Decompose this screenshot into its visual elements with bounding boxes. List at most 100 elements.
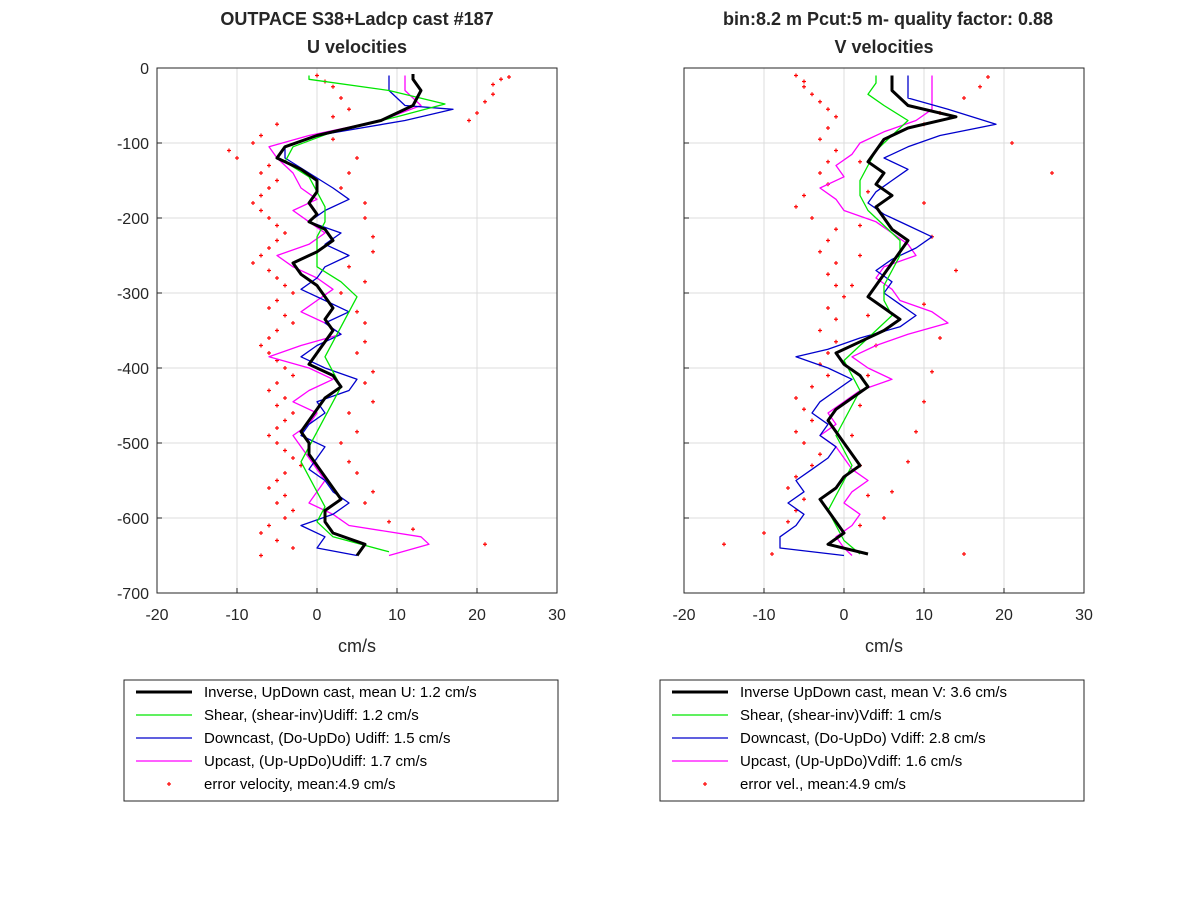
u-shear-line: [284, 75, 446, 553]
v-error-velocity-point: [802, 497, 806, 502]
u-error-velocity-point: [251, 261, 255, 265]
v-error-velocity-point: [826, 272, 830, 277]
v-error-velocity-point: [834, 227, 838, 232]
u-error-velocity-point: [291, 456, 295, 460]
u-error-velocity-point: [467, 118, 471, 123]
u-error-velocity-point: [267, 486, 271, 490]
u-error-velocity-point: [235, 156, 239, 160]
u-error-velocity-point: [355, 429, 359, 434]
v-error-velocity-point: [922, 201, 926, 205]
u-error-velocity-point: [275, 298, 279, 303]
u-error-velocity-point: [259, 343, 263, 348]
u-error-velocity-point: [491, 92, 495, 97]
u-panel-subtitle: U velocities: [307, 37, 407, 57]
v-error-velocity-point: [866, 189, 870, 194]
v-legend-label: Upcast, (Up-UpDo)Vdiff: 1.6 cm/s: [740, 753, 962, 770]
v-error-velocity-point: [954, 268, 958, 273]
v-panel-title: bin:8.2 m Pcut:5 m- quality factor: 0.88: [723, 9, 1053, 29]
u-legend-label: Upcast, (Up-UpDo)Udiff: 1.7 cm/s: [204, 753, 427, 770]
u-error-velocity-point: [267, 268, 271, 273]
v-error-velocity-point: [866, 373, 870, 378]
v-error-velocity-point: [802, 79, 806, 84]
v-error-velocity-point: [938, 336, 942, 340]
u-error-velocity-point: [275, 276, 279, 280]
u-error-velocity-point: [283, 471, 287, 475]
u-error-velocity-point: [283, 396, 287, 400]
v-error-velocity-point: [978, 84, 982, 89]
v-error-velocity-point: [810, 418, 814, 423]
u-legend-item-shear: Shear, (shear-inv)Udiff: 1.2 cm/s: [136, 707, 419, 724]
u-y-tick-label: -100: [117, 136, 149, 153]
u-error-velocity-point: [267, 388, 271, 393]
v-legend-item-upcast: Upcast, (Up-UpDo)Vdiff: 1.6 cm/s: [672, 753, 962, 770]
v-error-velocity-point: [1050, 171, 1054, 175]
u-y-tick-label: -200: [117, 211, 149, 228]
v-error-velocity-point: [802, 84, 806, 89]
u-legend-item-error: error velocity, mean:4.9 cm/s: [167, 776, 395, 793]
u-error-velocity-point: [347, 107, 351, 112]
u-axes-box: [156, 67, 558, 594]
u-error-velocity-point: [251, 141, 255, 145]
v-error-velocity-point: [810, 216, 814, 220]
u-legend-label: Shear, (shear-inv)Udiff: 1.2 cm/s: [204, 707, 419, 724]
v-error-velocity-point: [802, 193, 806, 198]
v-x-tick-label: 0: [840, 607, 849, 624]
v-legend-item-downcast: Downcast, (Do-UpDo) Vdiff: 2.8 cm/s: [672, 730, 986, 747]
v-error-velocity-point: [986, 75, 990, 79]
u-error-velocity-point: [331, 114, 335, 119]
v-error-velocity-point: [834, 114, 838, 119]
v-error-velocity-point: [1010, 141, 1014, 145]
v-legend-label: Inverse UpDown cast, mean V: 3.6 cm/s: [740, 684, 1007, 701]
u-error-velocity-point: [331, 84, 335, 89]
u-error-velocity-point: [259, 133, 263, 138]
u-y-ticks: 0 -100 -200 -300 -400 -500 -600 -700: [117, 61, 162, 603]
v-error-velocity-point: [858, 159, 862, 164]
u-error-velocity-point: [267, 433, 271, 438]
v-legend-item-shear: Shear, (shear-inv)Vdiff: 1 cm/s: [672, 707, 941, 724]
u-error-velocity-point: [363, 201, 367, 205]
u-error-velocity-point: [275, 538, 279, 543]
u-legend-label: Downcast, (Do-UpDo) Udiff: 1.5 cm/s: [204, 730, 450, 747]
v-error-velocity-point: [906, 459, 910, 464]
v-error-velocity-point: [914, 429, 918, 434]
u-error-velocity-point: [283, 231, 287, 235]
u-error-velocity-point: [371, 489, 375, 494]
v-error-velocity-point: [890, 489, 894, 494]
u-legend-item-downcast: Downcast, (Do-UpDo) Udiff: 1.5 cm/s: [136, 730, 450, 747]
v-error-velocity-point: [866, 493, 870, 498]
v-error-velocity-point: [802, 441, 806, 445]
v-error-velocity-point: [722, 542, 726, 547]
u-error-velocity-point: [339, 441, 343, 445]
v-error-velocity-point: [826, 306, 830, 310]
u-error-velocity-point: [283, 313, 287, 318]
v-error-velocity-point: [818, 137, 822, 142]
v-error-velocity-point: [922, 302, 926, 307]
u-error-velocity-point: [259, 171, 263, 175]
u-inverse-line: [275, 74, 423, 557]
v-error-velocity-point: [770, 552, 774, 556]
v-error-velocity-point: [850, 433, 854, 438]
v-error-velocity-point: [826, 238, 830, 243]
u-error-velocity-point: [275, 223, 279, 228]
u-error-velocity-point: [291, 373, 295, 378]
u-legend-item-inverse: Inverse, UpDown cast, mean U: 1.2 cm/s: [136, 684, 477, 701]
v-error-velocity-point: [786, 519, 790, 524]
u-error-velocity-point: [291, 546, 295, 550]
u-error-velocity-point: [283, 283, 287, 288]
u-error-velocity-point: [267, 336, 271, 340]
v-error-velocity-point: [818, 328, 822, 333]
u-y-tick-label: -300: [117, 286, 149, 303]
u-error-velocity-point: [355, 351, 359, 355]
v-x-tick-label: -20: [672, 607, 695, 624]
u-x-ticks: -20 -10 0 10 20 30: [145, 588, 566, 624]
u-error-velocity-point: [499, 77, 503, 82]
u-error-velocity-point: [275, 403, 279, 408]
u-error-velocity-point: [363, 279, 367, 284]
u-error-velocity-point: [267, 246, 271, 250]
u-error-velocity-point: [227, 148, 231, 153]
v-velocity-panel: bin:8.2 m Pcut:5 m- quality factor: 0.88…: [672, 9, 1093, 656]
u-error-velocity-point: [475, 111, 479, 115]
v-error-velocity-point: [930, 369, 934, 374]
u-error-velocity-point: [355, 156, 359, 160]
